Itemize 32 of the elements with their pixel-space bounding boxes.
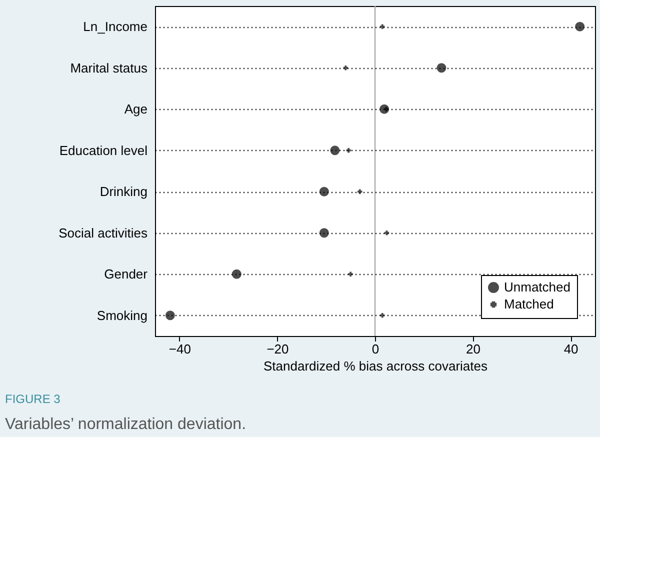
y-tick-label: Education level <box>59 142 148 158</box>
y-tick-label: Ln_Income <box>83 19 148 34</box>
y-tick-label: Drinking <box>100 184 148 200</box>
x-tick-label: 0 <box>372 342 380 356</box>
y-tick-label: Gender <box>104 266 148 282</box>
point <box>319 228 329 238</box>
point <box>348 272 353 276</box>
point <box>330 146 340 156</box>
point <box>380 24 385 29</box>
point <box>358 189 362 194</box>
caption: FIGURE 3 <box>5 392 61 406</box>
point <box>346 148 351 153</box>
y-tick-label: Social activities <box>58 225 148 240</box>
legend-label: Matched <box>504 296 554 312</box>
point <box>380 313 385 318</box>
y-tick-label: Age <box>124 102 148 117</box>
x-tick-label: 20 <box>466 342 481 356</box>
point <box>343 66 348 70</box>
x-tick-label: 40 <box>564 342 578 356</box>
text: Variables’ normalization deviation. <box>5 416 246 433</box>
point <box>384 230 390 236</box>
point <box>232 269 242 279</box>
y-tick-label: Smoking <box>96 308 148 323</box>
legend-label: Unmatched <box>504 280 570 294</box>
x-tick-label: −20 <box>266 342 289 356</box>
x-axis-title: Standardized % bias across covariates <box>263 358 488 374</box>
y-tick-label: Marital status <box>70 60 148 76</box>
x-tick-label: −40 <box>168 342 191 356</box>
point <box>436 63 446 73</box>
point <box>319 186 329 196</box>
point <box>165 310 175 320</box>
point <box>575 22 585 32</box>
